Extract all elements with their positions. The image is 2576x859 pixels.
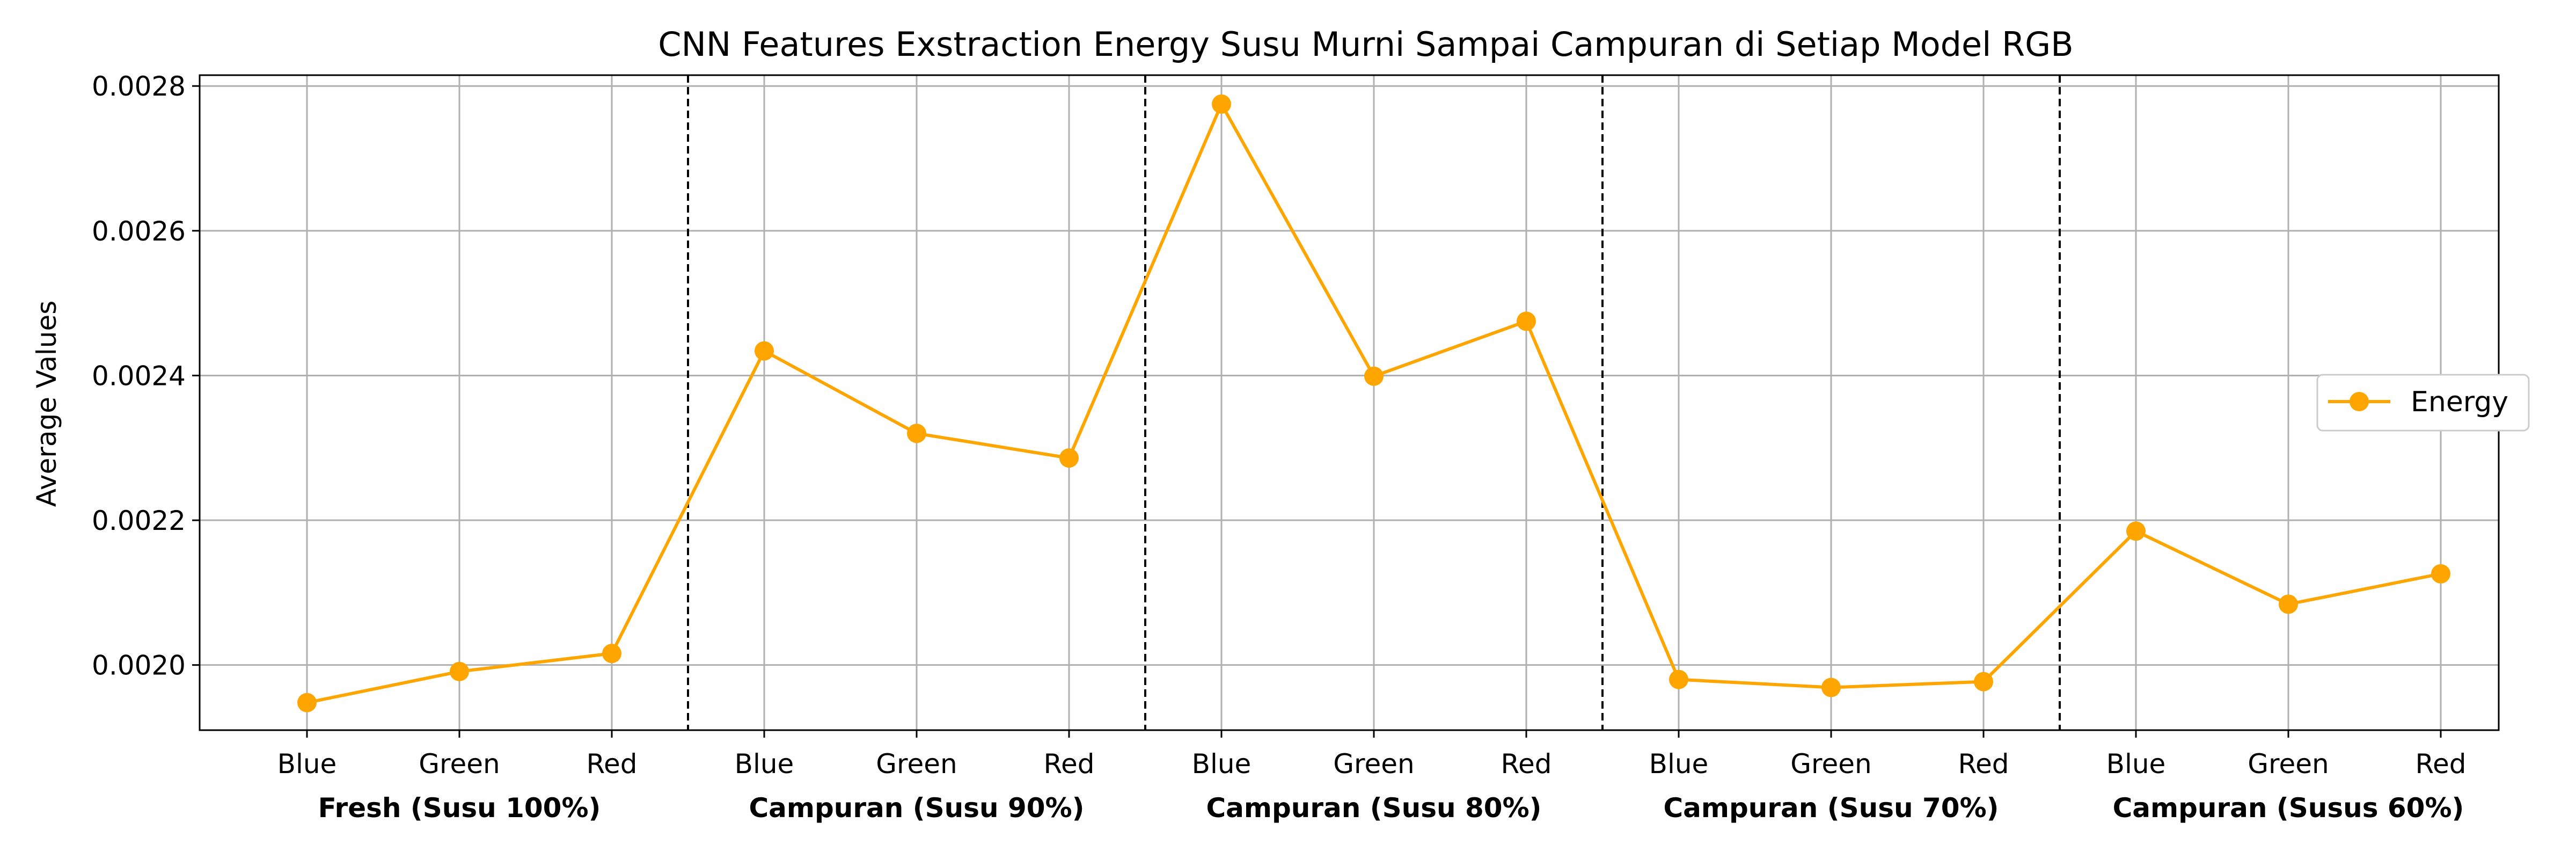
data-point [907,424,926,443]
x-tick-label: Green [2248,748,2329,780]
x-tick-label: Red [1044,748,1095,780]
group-separators [687,75,2061,730]
x-tick-label: Blue [1649,748,1709,780]
x-ticks: Blue Green Red Blue Green Red Blue Green Red Blue… [277,730,2467,780]
x-tick-label: Blue [735,748,794,780]
data-point [2431,564,2450,584]
x-tick-label: Green [419,748,500,780]
data-point [450,661,469,681]
group-label: Fresh (Susu 100%) [318,792,601,824]
group-label: Campuran (Susu 90%) [749,792,1084,824]
y-tick-label: 0.0020 [92,650,186,681]
x-tick-label: Red [587,748,638,780]
x-tick-label: Blue [2106,748,2166,780]
group-label: Campuran (Susu 80%) [1206,792,1541,824]
x-tick-label: Green [1790,748,1871,780]
group-label: Campuran (Susu 70%) [1663,792,1999,824]
legend-frame [2316,374,2530,432]
data-point [1517,311,1536,331]
x-tick-label: Green [876,748,957,780]
series-energy [297,94,2450,712]
legend-label-energy: Energy [2411,386,2508,418]
chart-title: CNN Features Exstraction Energy Susu Mur… [658,25,2073,64]
legend-marker [2350,392,2369,411]
x-tick-label: Red [1501,748,1552,780]
legend: Energy [2316,374,2530,432]
data-point [1669,669,1688,689]
y-tick-label: 0.0028 [92,71,186,102]
y-axis-label: Average Values [31,301,62,507]
group-label: Campuran (Susus 60%) [2113,792,2464,824]
group-labels: Fresh (Susu 100%) Campuran (Susu 90%) Camp… [318,792,2464,824]
data-point [1059,448,1079,468]
x-tick-label: Blue [277,748,337,780]
data-point [1364,366,1384,386]
x-tick-label: Red [1958,748,2009,780]
data-point [1974,672,1993,691]
x-tick-label: Blue [1192,748,1252,780]
data-point [2279,594,2298,614]
y-tick-label: 0.0026 [92,216,186,247]
data-point [297,693,317,712]
y-ticks: 0.0020 0.0022 0.0024 0.0026 0.0028 [92,71,200,681]
data-point [2126,521,2146,541]
y-tick-label: 0.0022 [92,505,186,536]
data-point [755,341,774,361]
data-point [1212,94,1231,114]
y-tick-label: 0.0024 [92,360,186,391]
data-point [1821,678,1841,697]
x-tick-label: Red [2416,748,2467,780]
data-point [602,644,621,664]
x-tick-label: Green [1333,748,1414,780]
